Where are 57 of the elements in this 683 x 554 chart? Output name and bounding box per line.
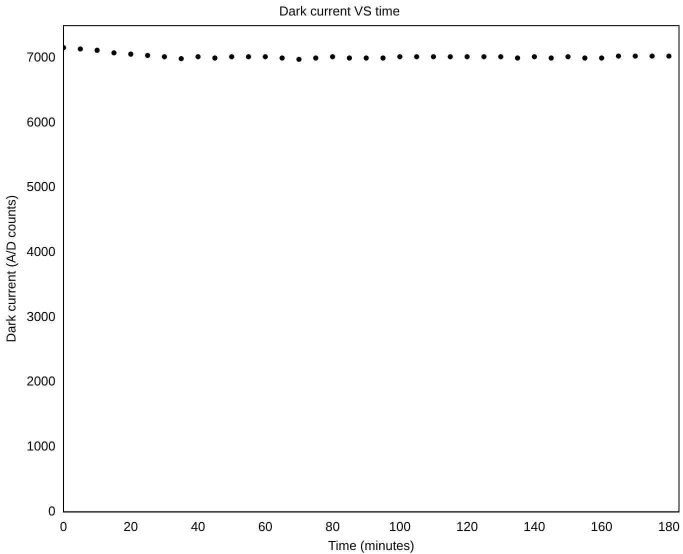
point — [565, 54, 571, 60]
y-tick-label: 2000 — [26, 374, 56, 389]
point — [195, 54, 201, 60]
x-tick-label: 20 — [124, 519, 138, 534]
x-tick-label: 120 — [456, 519, 478, 534]
x-tick-label: 40 — [190, 519, 206, 534]
y-tick-label: 7000 — [26, 50, 56, 65]
point — [145, 52, 150, 58]
point — [380, 55, 386, 61]
x-tick-label: 0 — [60, 519, 68, 534]
x-tick-label: 100 — [388, 519, 411, 534]
point — [346, 55, 352, 61]
point — [666, 53, 672, 59]
y-tick-label: 6000 — [26, 114, 56, 130]
point — [430, 54, 436, 60]
point — [532, 54, 537, 60]
point — [246, 54, 252, 60]
point — [481, 54, 487, 60]
y-tick-label: 4000 — [26, 244, 56, 260]
point — [162, 54, 168, 60]
point — [280, 55, 285, 61]
point — [599, 55, 604, 61]
point — [448, 54, 453, 60]
point — [111, 50, 117, 56]
point — [229, 54, 234, 60]
point — [464, 54, 470, 60]
point — [414, 54, 420, 60]
point — [94, 48, 100, 53]
point — [397, 54, 402, 60]
x-tick-label: 140 — [524, 519, 546, 534]
point — [178, 56, 184, 62]
point — [582, 55, 588, 61]
chart-title: Dark current VS time — [279, 3, 400, 18]
y-tick-label: 0 — [48, 503, 56, 518]
x-tick-label: 180 — [658, 519, 680, 534]
y-tick-label: 5000 — [26, 179, 56, 194]
point — [262, 54, 268, 60]
y-tick-label: 1000 — [26, 438, 56, 454]
y-tick-label: 3000 — [26, 308, 56, 324]
point — [296, 56, 302, 62]
x-tick-label: 60 — [258, 519, 273, 534]
point — [212, 55, 218, 61]
x-tick-label: 80 — [325, 519, 340, 534]
point — [548, 55, 554, 61]
point — [616, 53, 622, 59]
x-tick-label: 160 — [590, 519, 612, 534]
point — [330, 54, 336, 60]
y-axis-title: Dark current (A/D counts) — [3, 195, 18, 342]
x-axis-title: Time (minutes) — [328, 538, 414, 553]
point — [78, 46, 83, 52]
point — [649, 53, 655, 59]
point — [498, 54, 504, 60]
point — [514, 55, 520, 61]
point — [313, 55, 318, 61]
point — [632, 53, 638, 59]
point — [364, 55, 369, 61]
point — [128, 52, 134, 57]
